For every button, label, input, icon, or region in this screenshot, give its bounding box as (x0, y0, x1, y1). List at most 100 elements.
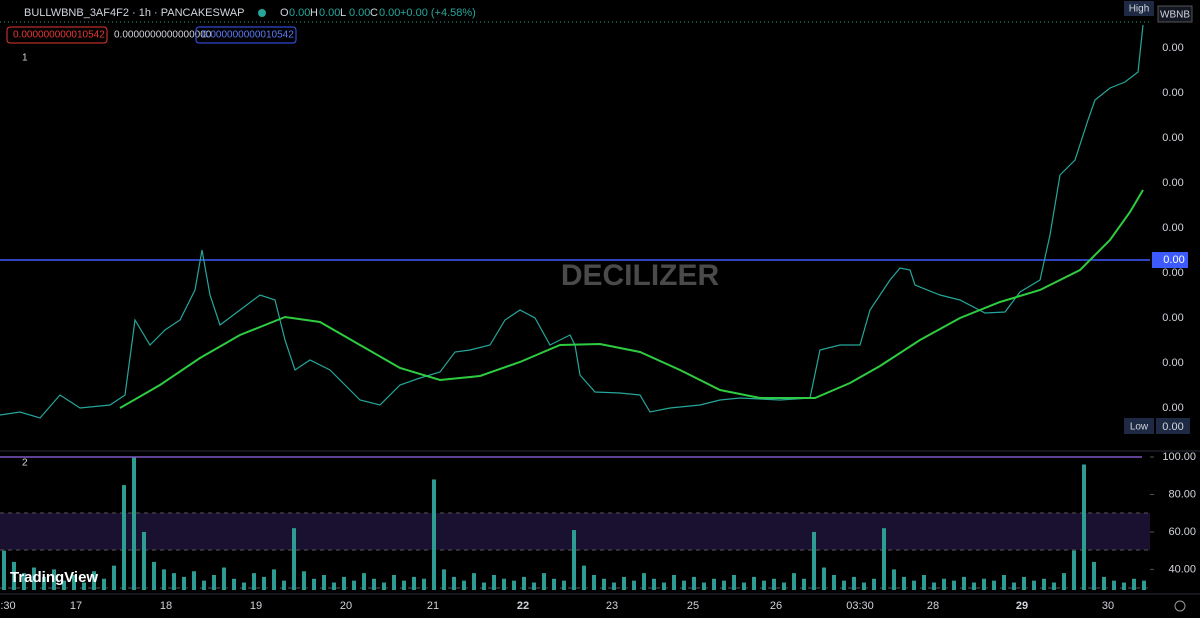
high-label: High (1129, 4, 1150, 15)
bar (282, 580, 286, 590)
bar (512, 580, 516, 590)
bar (1042, 578, 1046, 590)
symbol[interactable]: BULLWBNB_3AF4F2 · 1h · PANCAKESWAP (24, 7, 244, 19)
bar (32, 567, 36, 590)
time-tick-label: 26 (770, 600, 782, 612)
bar (192, 571, 196, 590)
logo[interactable]: TradingView (10, 569, 98, 586)
time-tick-label: 19 (250, 600, 262, 612)
bar (1002, 575, 1006, 590)
bar (1062, 573, 1066, 590)
bar (332, 582, 336, 590)
status-dot (258, 9, 266, 17)
bar (1082, 464, 1086, 590)
bar (1122, 582, 1126, 590)
bar (452, 576, 456, 590)
bar (782, 582, 786, 590)
box[interactable] (195, 26, 297, 44)
y-tick-label: 60.00 (1168, 526, 1196, 538)
time-tick-label: :30 (0, 600, 15, 612)
bar (992, 580, 996, 590)
bar (432, 479, 436, 590)
bar (382, 582, 386, 590)
bar (222, 567, 226, 590)
settings-icon[interactable] (1174, 600, 1186, 612)
line-value: 0.00 (1163, 254, 1184, 266)
ohlc-value: 0.00 (379, 7, 400, 19)
bar (562, 580, 566, 590)
bar (752, 576, 756, 590)
bar (1092, 561, 1096, 590)
bar (92, 571, 96, 590)
bar (582, 565, 586, 590)
bar (262, 576, 266, 590)
bar (832, 575, 836, 590)
bar (682, 580, 686, 590)
bar (352, 580, 356, 590)
bar (242, 582, 246, 590)
time-tick-label: 23 (606, 600, 618, 612)
bar (172, 573, 176, 590)
bar (62, 580, 66, 590)
bar (732, 575, 736, 590)
time-tick-label: 28 (927, 600, 939, 612)
bar (772, 578, 776, 590)
bar (632, 580, 636, 590)
bar (742, 582, 746, 590)
bar (672, 575, 676, 590)
low-box (1124, 418, 1154, 434)
bar (692, 576, 696, 590)
time-tick-label: 29 (1016, 600, 1028, 612)
bar (2, 550, 6, 590)
bar (522, 576, 526, 590)
y-tick-label: 80.00 (1168, 488, 1196, 500)
time-tick-label: 20 (340, 600, 352, 612)
time-tick-label: 22 (517, 600, 529, 612)
pane-label[interactable]: 2 (22, 458, 28, 469)
bar (872, 578, 876, 590)
ohlc-value: 0.00 (349, 7, 370, 19)
time-tick-label: 25 (687, 600, 699, 612)
bar (122, 485, 126, 590)
bar (722, 580, 726, 590)
price-tick-label: 0.00 (1162, 267, 1183, 279)
bar (622, 576, 626, 590)
price-line (0, 24, 1144, 419)
bar (442, 569, 446, 590)
moving-average (119, 189, 1144, 409)
bar (1112, 580, 1116, 590)
bar (642, 573, 646, 590)
bar (52, 569, 56, 590)
bar (142, 531, 146, 590)
time-tick-label: 18 (160, 600, 172, 612)
bar (532, 582, 536, 590)
ohlc-value: 0.00 (289, 7, 310, 19)
time-tick-label: 21 (427, 600, 439, 612)
bar (912, 580, 916, 590)
bar (902, 576, 906, 590)
ohlc-key: O (280, 7, 289, 19)
bar (702, 582, 706, 590)
y-tick-label: 100.00 (1162, 451, 1196, 463)
bar (232, 578, 236, 590)
low-label: Low (1130, 422, 1149, 433)
y-tick-label: 40.00 (1168, 563, 1196, 575)
pane-label[interactable]: 1 (22, 53, 28, 64)
bar (212, 575, 216, 590)
box[interactable] (6, 26, 108, 44)
price-tick-label: 0.00 (1162, 87, 1183, 99)
bar (462, 580, 466, 590)
bar (412, 576, 416, 590)
currency-box[interactable] (1157, 5, 1193, 23)
bar (792, 573, 796, 590)
bar (1132, 578, 1136, 590)
time-tick-label: 30 (1102, 600, 1114, 612)
bar (842, 580, 846, 590)
price-tick-label: 0.00 (1162, 312, 1183, 324)
bar (962, 576, 966, 590)
bar (202, 580, 206, 590)
box-value: 0.000000000010542 (13, 30, 105, 41)
bar (82, 582, 86, 590)
bar (22, 573, 26, 590)
bar (952, 580, 956, 590)
